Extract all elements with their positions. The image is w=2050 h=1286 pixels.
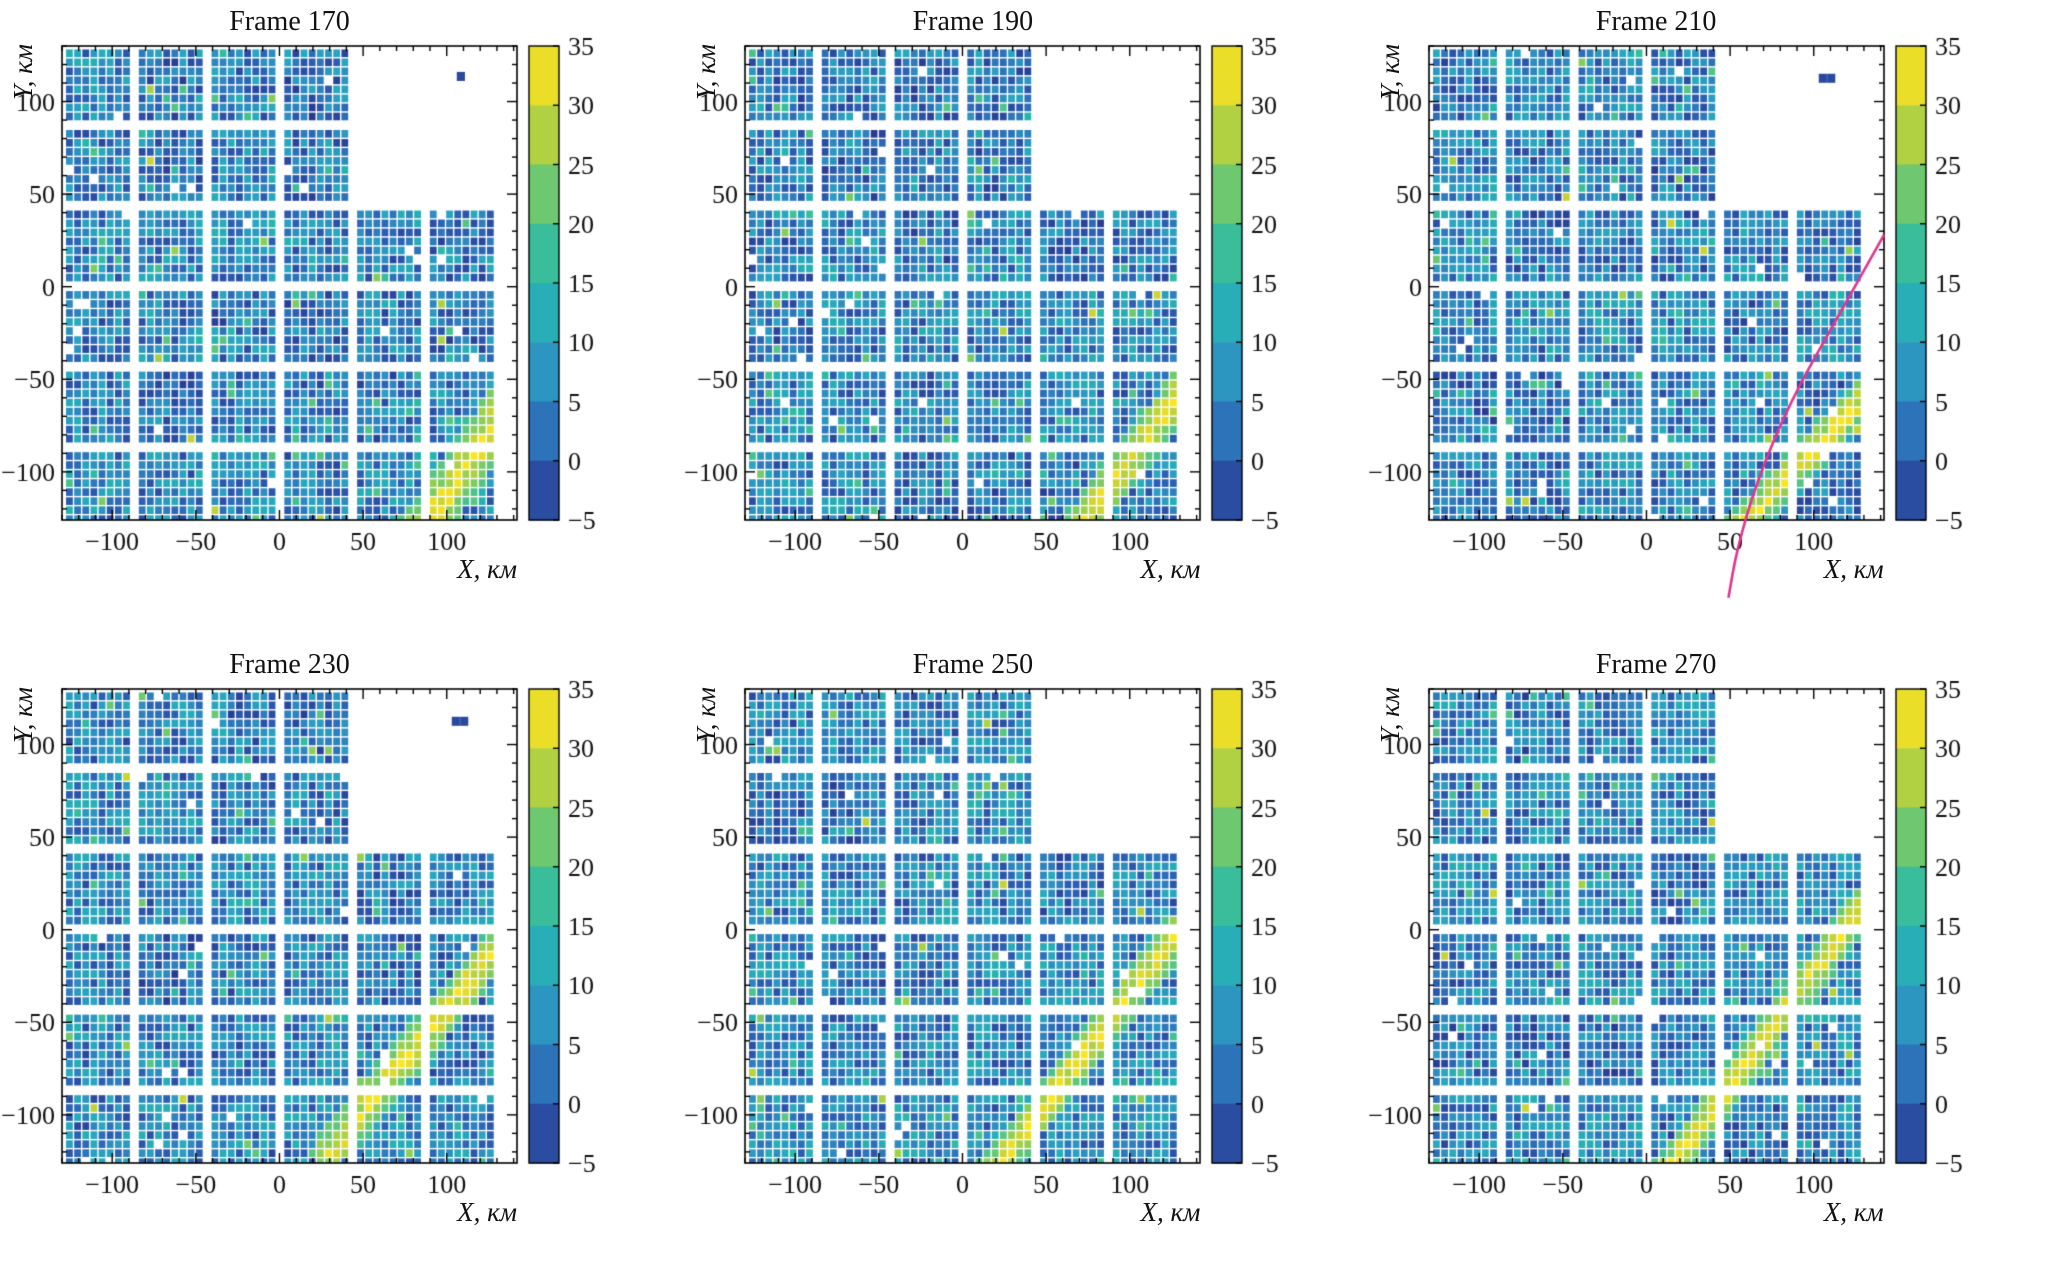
y-axis-label: Y, км <box>8 44 38 100</box>
x-axis-label: X, км <box>1140 554 1201 584</box>
panel-title: Frame 210 <box>1595 6 1717 37</box>
frame-panel-250: Frame 250 Y, км X, км <box>683 643 1367 1286</box>
frame-panel-270: Frame 270 Y, км X, км <box>1366 643 2050 1286</box>
frame-panel-170: Frame 170 Y, км X, км <box>0 0 683 643</box>
y-axis-label: Y, км <box>691 687 722 743</box>
frame-panel-210: Frame 210 Y, км X, км <box>1366 0 2050 643</box>
panel-title: Frame 250 <box>912 649 1034 680</box>
heatmap-canvas <box>0 0 683 643</box>
heatmap-canvas <box>1366 643 2050 1286</box>
x-axis-label: X, км <box>457 1197 517 1227</box>
y-axis-label: Y, км <box>691 44 722 100</box>
x-axis-label: X, км <box>457 554 517 584</box>
y-axis-label: Y, км <box>1374 44 1405 100</box>
x-axis-label: X, км <box>1823 1197 1884 1227</box>
heatmap-canvas <box>0 643 683 1286</box>
heatmap-canvas <box>683 0 1367 643</box>
heatmap-canvas <box>1366 0 2050 643</box>
x-axis-label: X, км <box>1823 554 1884 584</box>
x-axis-label: X, км <box>1140 1197 1201 1227</box>
y-axis-label: Y, км <box>1374 687 1405 743</box>
panel-title: Frame 270 <box>1595 649 1717 680</box>
panel-title: Frame 190 <box>912 6 1034 37</box>
y-axis-label: Y, км <box>8 687 38 743</box>
frame-panel-190: Frame 190 Y, км X, км <box>683 0 1367 643</box>
heatmap-canvas <box>683 643 1367 1286</box>
panel-title: Frame 170 <box>229 6 350 37</box>
panel-title: Frame 230 <box>229 649 350 680</box>
frame-panel-230: Frame 230 Y, км X, км <box>0 643 683 1286</box>
